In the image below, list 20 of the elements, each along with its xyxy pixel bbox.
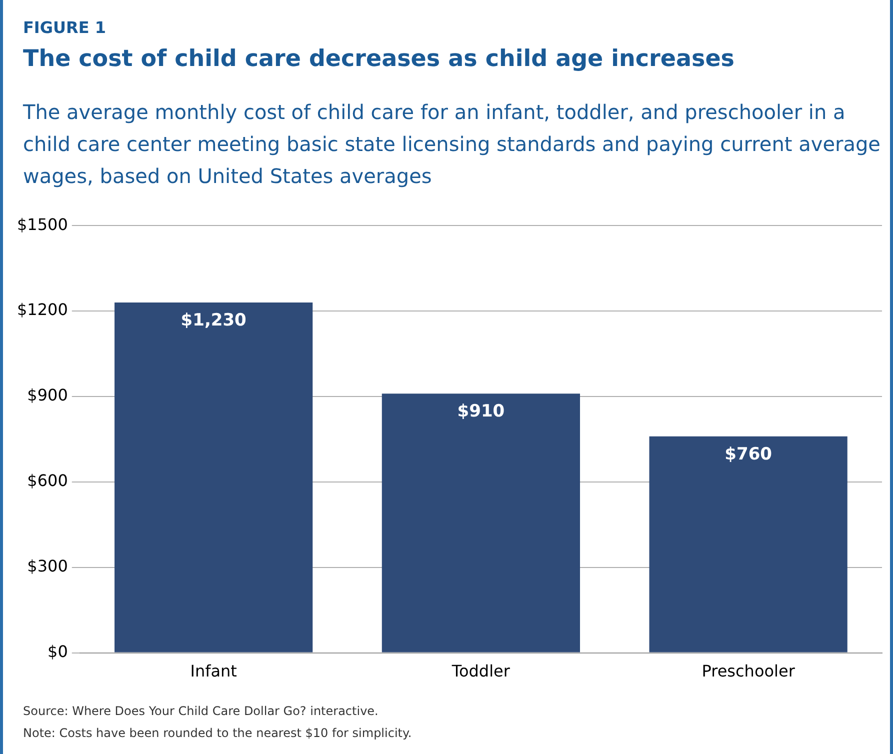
data-label: $910	[457, 402, 505, 422]
caption: FIGURE 1	[23, 18, 106, 37]
x-tick-label: Infant	[190, 662, 237, 681]
data-label: $1,230	[180, 310, 247, 330]
data-label: $760	[724, 444, 772, 464]
x-tick-label: Toddler	[450, 662, 510, 681]
y-tick-label: $0	[48, 642, 68, 661]
source-note: Source: Where Does Your Child Care Dollar Go? interactive.	[23, 704, 378, 718]
chart-title: The cost of child care decreases as child age increases	[23, 46, 734, 72]
bar	[114, 302, 313, 652]
text: Note: Costs have been rounded to the nearest $10 for simplicity.	[23, 726, 412, 740]
y-tick-label: $900	[27, 386, 68, 405]
y-tick-label: $1500	[16, 214, 68, 234]
chart-subtitle: The average monthly cost of child care for an infant, toddler, and preschooler in a child care center meeting basic state licensing standards and paying current average wages, based on United States averages	[23, 99, 882, 190]
bar	[382, 394, 580, 652]
bar	[649, 436, 848, 652]
y-tick-label: $600	[27, 471, 68, 490]
y-tick-label: $1200	[16, 300, 68, 320]
x-tick-label: Preschooler	[702, 662, 796, 681]
y-tick-label: $300	[27, 556, 68, 576]
